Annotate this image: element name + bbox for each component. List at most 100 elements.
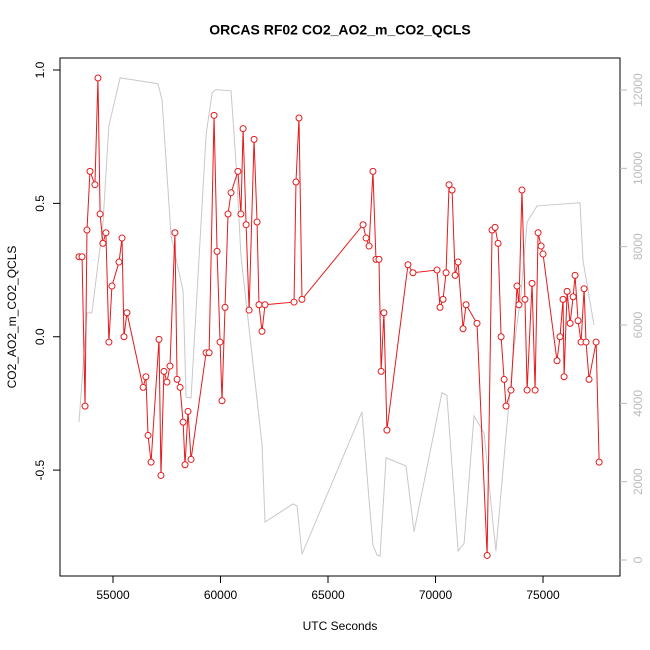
data-point [157,471,165,479]
data-point [531,386,539,394]
data-point [513,282,521,290]
data-point [404,261,412,269]
data-point [216,338,224,346]
data-point [473,319,481,327]
y2-tick-label: 8000 [631,233,645,260]
data-point [483,551,491,559]
data-point [556,333,564,341]
data-point [181,461,189,469]
data-point [537,242,545,250]
data-point [155,335,163,343]
data-point [409,269,417,277]
data-point [459,325,467,333]
data-point [290,298,298,306]
y2-tick-label: 2000 [631,468,645,495]
data-point [163,378,171,386]
y2-tick-label: 10000 [631,151,645,185]
data-point [497,333,505,341]
data-point [580,285,588,293]
data-point [559,295,567,303]
data-point [521,295,529,303]
data-point [224,210,232,218]
data-point [569,293,577,301]
data-point [553,357,561,365]
data-point [250,135,258,143]
data-point [171,229,179,237]
data-point [115,258,123,266]
data-point [585,375,593,383]
data-point [239,125,247,133]
y-axis-label: CO2_AO2_m_CO2_QCLS [5,246,19,389]
data-point [380,309,388,317]
x-axis-label: UTC Seconds [303,619,378,633]
y2-tick-label: 6000 [631,311,645,338]
data-point [571,271,579,279]
data-point [375,255,383,263]
data-point [292,178,300,186]
data-point [227,189,235,197]
data-point [595,458,603,466]
plot-frame [59,57,621,577]
data-point [176,383,184,391]
data-point [187,455,195,463]
data-point [518,186,526,194]
data-point [448,186,456,194]
data-point [515,301,523,309]
data-point [118,234,126,242]
data-point [255,301,263,309]
y-tick-label: 0.5 [33,195,47,212]
data-point [99,239,107,247]
data-point [359,221,367,229]
data-point [261,301,269,309]
data-point [560,373,568,381]
data-point [205,349,213,357]
data-point [365,242,373,250]
data-point [295,114,303,122]
data-point [445,181,453,189]
y2-tick-label: 12000 [631,73,645,107]
data-point [160,367,168,375]
data-point [369,167,377,175]
data-point [539,250,547,258]
data-point [442,269,450,277]
data-point [439,295,447,303]
x-tick-label: 75000 [526,588,560,602]
y-tick-label: 1.0 [33,61,47,78]
y-tick-label: 0.0 [33,328,47,345]
data-point [213,247,221,255]
data-point [454,258,462,266]
data-point [142,373,150,381]
data-point [184,407,192,415]
data-point [462,301,470,309]
data-point [173,375,181,383]
data-point [258,327,266,335]
data-point [108,282,116,290]
data-point [507,386,515,394]
data-point [592,338,600,346]
data-point [451,271,459,279]
data-point [147,458,155,466]
data-point [237,210,245,218]
data-point [502,402,510,410]
data-point [436,303,444,311]
data-point [144,431,152,439]
data-point [81,402,89,410]
data-point [298,295,306,303]
data-point [534,229,542,237]
data-point [120,333,128,341]
data-point [96,210,104,218]
y2-tick-label: 0 [631,556,645,563]
data-point [433,266,441,274]
data-point [179,418,187,426]
data-point [528,279,536,287]
data-point [123,309,131,317]
data-point [86,167,94,175]
x-tick-label: 55000 [96,588,130,602]
x-tick-label: 65000 [311,588,345,602]
data-point [105,338,113,346]
chart-title: ORCAS RF02 CO2_AO2_m_CO2_QCLS [209,22,470,38]
data-point [166,362,174,370]
data-point [362,234,370,242]
